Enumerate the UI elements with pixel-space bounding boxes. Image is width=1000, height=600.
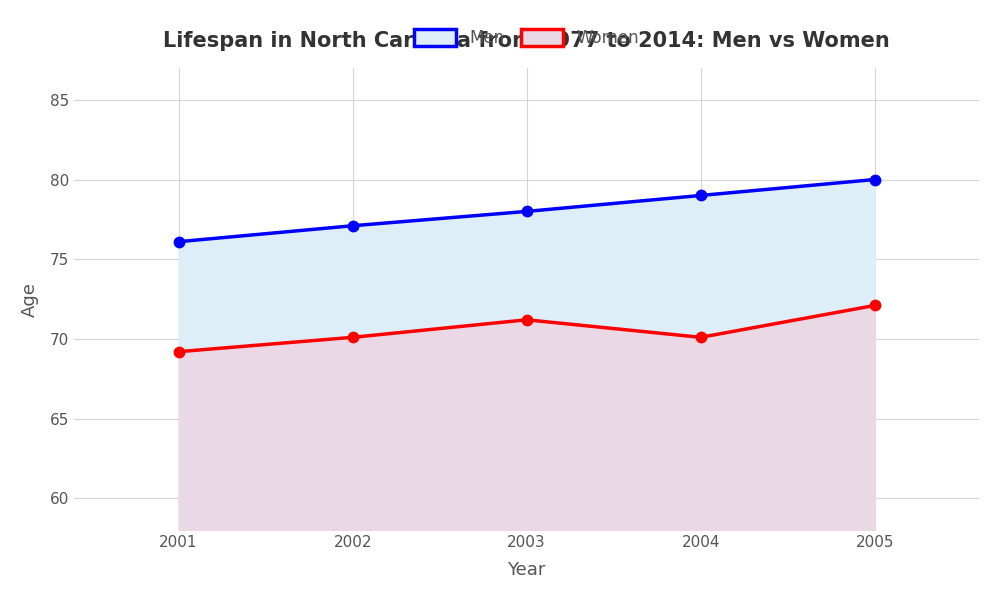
Legend: Men, Women: Men, Women xyxy=(406,21,647,56)
Title: Lifespan in North Carolina from 1977 to 2014: Men vs Women: Lifespan in North Carolina from 1977 to … xyxy=(163,31,890,51)
X-axis label: Year: Year xyxy=(507,561,546,579)
Y-axis label: Age: Age xyxy=(21,281,39,317)
